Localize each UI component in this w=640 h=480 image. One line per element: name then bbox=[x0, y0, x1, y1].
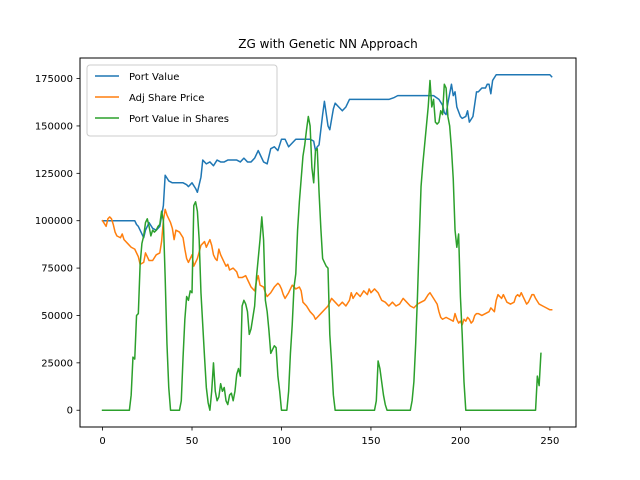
x-tick-label: 150 bbox=[361, 436, 380, 447]
x-tick-label: 200 bbox=[451, 436, 470, 447]
legend-box bbox=[86, 64, 278, 137]
series-line-2 bbox=[101, 79, 542, 411]
x-tick-label: 250 bbox=[540, 436, 559, 447]
plot-series bbox=[101, 74, 553, 411]
x-tick-label: 0 bbox=[99, 436, 105, 447]
legend: Port Value Adj Share Price Port Value in S… bbox=[86, 64, 278, 137]
y-tick-label: 150000 bbox=[35, 121, 73, 132]
y-tick-label: 25000 bbox=[41, 358, 73, 369]
x-tick-label: 100 bbox=[272, 436, 291, 447]
y-tick-label: 75000 bbox=[41, 264, 73, 275]
plot-frame bbox=[79, 57, 577, 428]
series-line-1 bbox=[101, 208, 553, 326]
y-tick-label: 0 bbox=[67, 406, 73, 417]
y-axis: 0 25000 50000 75000 100000 125000 150000 175000 bbox=[35, 74, 80, 417]
y-tick-label: 125000 bbox=[35, 169, 73, 180]
x-tick-label: 50 bbox=[186, 436, 199, 447]
series-line-0 bbox=[101, 74, 553, 239]
x-axis: 0 50 100 150 200 250 bbox=[99, 427, 559, 447]
y-tick-label: 100000 bbox=[35, 216, 73, 227]
legend-label-0: Port Value bbox=[129, 72, 179, 83]
y-tick-label: 50000 bbox=[41, 311, 73, 322]
legend-label-1: Adj Share Price bbox=[129, 93, 204, 104]
legend-label-2: Port Value in Shares bbox=[129, 114, 229, 125]
chart-title: ZG with Genetic NN Approach bbox=[238, 37, 418, 51]
y-tick-label: 175000 bbox=[35, 74, 73, 85]
